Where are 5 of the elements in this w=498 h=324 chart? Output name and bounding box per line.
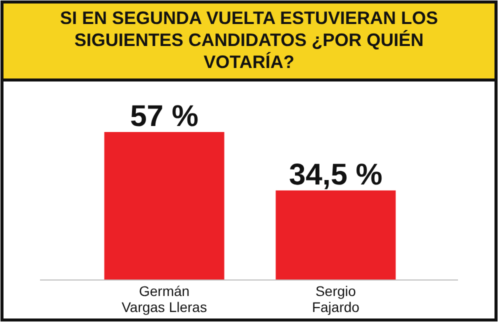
- data-label: 57 %: [130, 100, 198, 133]
- chart-title: SI EN SEGUNDA VUELTA ESTUVIERAN LOS SIGUIENTES CANDIDATOS ¿POR QUIÉN VOTARÍA?: [60, 8, 438, 72]
- x-tick-label: Sergio Fajardo: [312, 283, 360, 315]
- data-label: 34,5 %: [289, 158, 382, 192]
- x-tick-label: Germán Vargas Lleras: [122, 283, 207, 315]
